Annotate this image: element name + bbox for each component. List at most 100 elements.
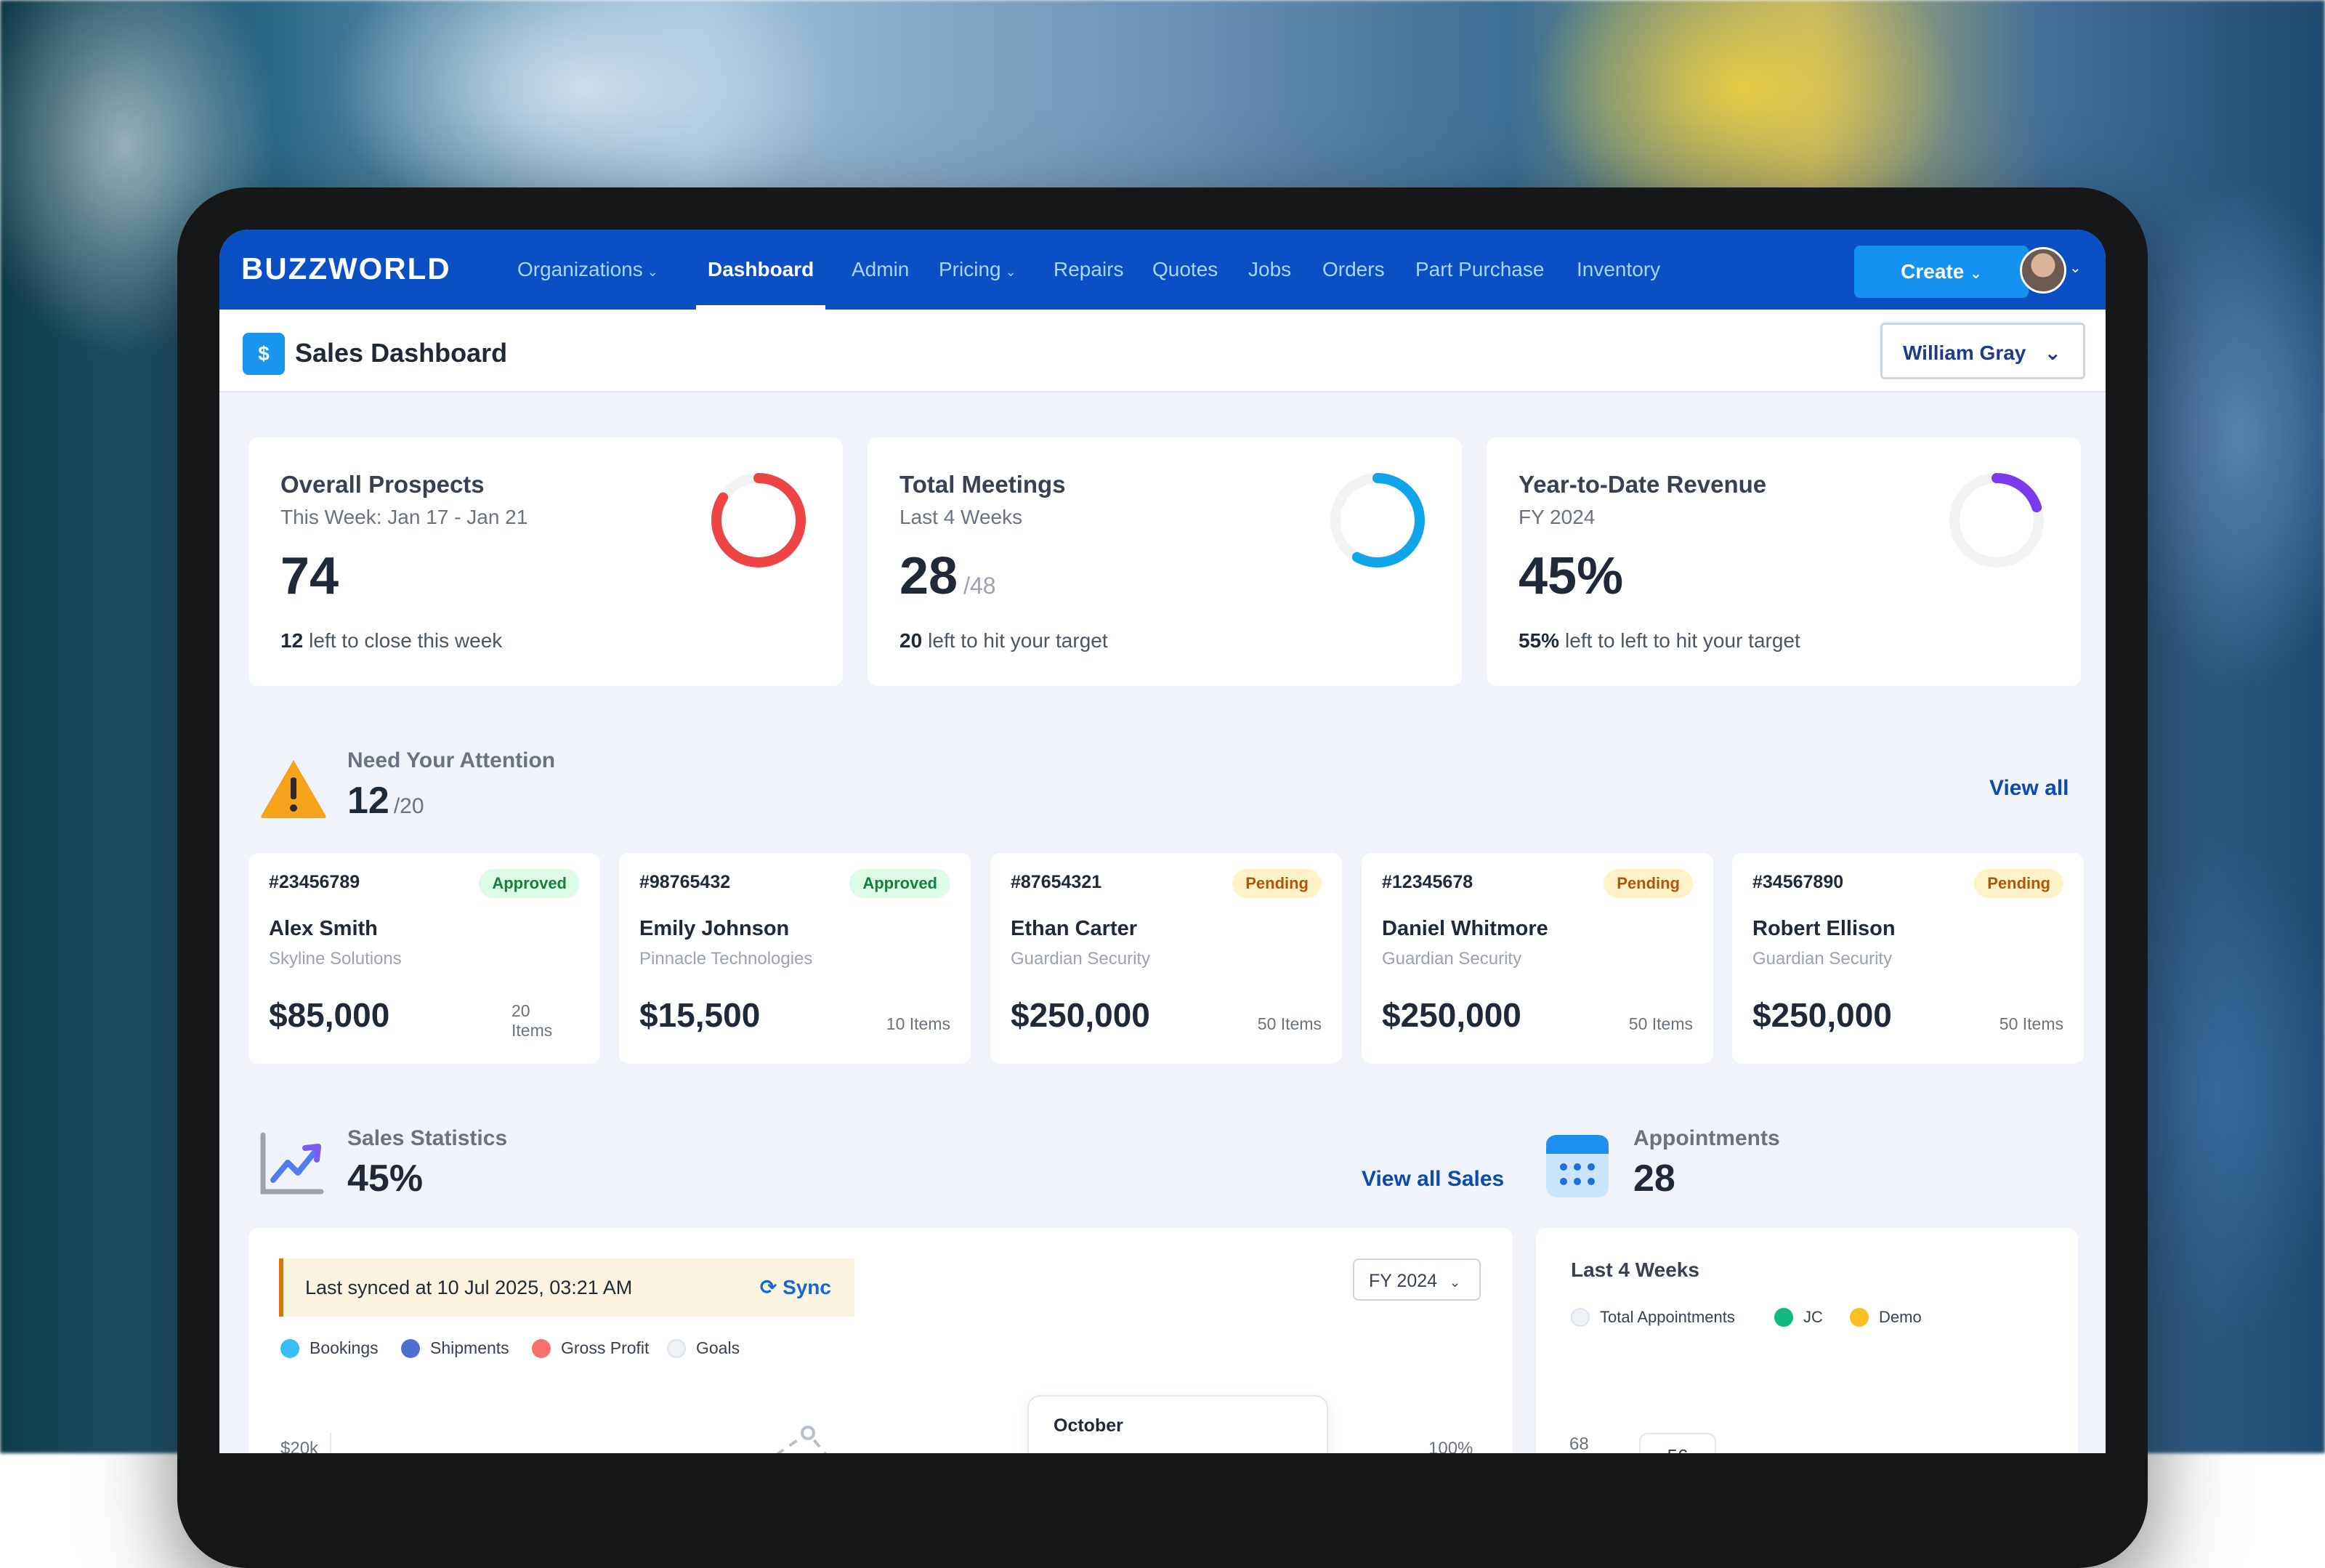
order-id: #98765432	[639, 872, 731, 892]
legend-dot	[280, 1338, 299, 1358]
kpi-title: Year-to-Date Revenue	[1519, 471, 1767, 498]
nav-dashboard[interactable]: Dashboard	[696, 230, 826, 310]
sales-label: Sales Statistics	[347, 1126, 508, 1150]
view-all-sales-link[interactable]: View all Sales	[1362, 1167, 1505, 1191]
view-all-link[interactable]: View all	[1989, 776, 2069, 800]
legend-item[interactable]: Goals	[667, 1338, 740, 1358]
order-amount: $15,500	[639, 996, 761, 1034]
legend-dot	[401, 1338, 420, 1358]
kpi-card-revenue: Year-to-Date Revenue FY 2024 45% 55% left…	[1487, 437, 2081, 686]
nav-repairs[interactable]: Repairs	[1054, 258, 1124, 280]
order-card[interactable]: #23456789 Approved Alex Smith Skyline Solut…	[248, 853, 600, 1064]
kpi-note: 55% left to left to hit your target	[1519, 629, 1800, 652]
legend-dot	[1774, 1308, 1793, 1327]
order-card[interactable]: #98765432 Approved Emily Johnson Pinnacle T…	[619, 853, 971, 1064]
status-badge: Pending	[1232, 869, 1322, 898]
customer-name: Robert Ellison	[1752, 917, 1896, 940]
order-amount: $250,000	[1382, 996, 1521, 1034]
y-axis-line	[330, 1433, 331, 1453]
bar-value-label: 56	[1639, 1433, 1716, 1453]
item-count: 10 Items	[886, 1014, 950, 1033]
last-synced-text: Last synced at 10 Jul 2025, 03:21 AM	[305, 1277, 633, 1298]
kpi-note: 20 left to hit your target	[899, 629, 1108, 652]
page-title: Sales Dashboard	[295, 338, 508, 368]
nav-quotes[interactable]: Quotes	[1152, 258, 1218, 280]
chart-tooltip: October	[1027, 1395, 1328, 1453]
kpi-card-prospects: Overall Prospects This Week: Jan 17 - Ja…	[248, 437, 843, 686]
kpi-subtitle: Last 4 Weeks	[899, 506, 1023, 528]
avatar[interactable]	[2020, 247, 2066, 294]
trend-chart-icon	[260, 1132, 324, 1195]
brand-logo[interactable]: BUZZWORLD	[241, 251, 451, 286]
fiscal-year-select[interactable]: FY 2024 ⌄	[1353, 1258, 1481, 1301]
order-amount: $250,000	[1752, 996, 1892, 1034]
chevron-down-icon: ⌄	[1970, 266, 1982, 282]
status-badge: Approved	[849, 869, 950, 898]
customer-name: Ethan Carter	[1011, 917, 1138, 940]
company-name: Guardian Security	[1011, 949, 1151, 969]
kpi-note: 12 left to close this week	[280, 629, 503, 652]
top-navbar: BUZZWORLD Organizations ⌄ Dashboard Admin…	[219, 230, 2106, 310]
appointments-card: Last 4 Weeks Total Appointments JC Demo …	[1536, 1228, 2078, 1453]
legend-item[interactable]: Gross Profit	[532, 1338, 649, 1358]
appointments-label: Appointments	[1633, 1126, 1780, 1150]
progress-ring	[1949, 473, 2044, 567]
company-name: Guardian Security	[1382, 949, 1522, 969]
user-select[interactable]: William Gray ⌄	[1880, 323, 2085, 379]
nav-admin[interactable]: Admin	[852, 258, 910, 280]
chevron-down-icon: ⌄	[1449, 1275, 1461, 1290]
order-id: #34567890	[1752, 872, 1844, 892]
order-id: #12345678	[1382, 872, 1473, 892]
kpi-subtitle: This Week: Jan 17 - Jan 21	[280, 506, 528, 528]
nav-organizations[interactable]: Organizations ⌄	[517, 258, 658, 280]
item-count: 50 Items	[1999, 1014, 2063, 1033]
app-screen: BUZZWORLD Organizations ⌄ Dashboard Admin…	[219, 230, 2106, 1453]
kpi-value: 74	[280, 547, 339, 605]
legend-item[interactable]: Total Appointments	[1571, 1308, 1735, 1327]
kpi-value: 28/48	[899, 547, 996, 605]
sales-chart-card: Last synced at 10 Jul 2025, 03:21 AM ⟳ S…	[248, 1228, 1513, 1453]
order-id: #87654321	[1011, 872, 1102, 892]
refresh-icon: ⟳	[759, 1276, 777, 1298]
sync-button[interactable]: ⟳ Sync	[759, 1276, 831, 1298]
page-header: $ Sales Dashboard William Gray ⌄	[219, 310, 2106, 392]
create-button[interactable]: Create ⌄	[1854, 246, 2029, 298]
nav-part-purchase[interactable]: Part Purchase	[1415, 258, 1545, 280]
legend-dot	[1850, 1308, 1869, 1327]
customer-name: Daniel Whitmore	[1382, 917, 1548, 940]
y-axis-tick: $20k	[280, 1439, 319, 1453]
company-name: Pinnacle Technologies	[639, 949, 813, 969]
legend-dot	[667, 1338, 686, 1358]
ring-progress-arc	[1949, 473, 2044, 567]
sync-bar: Last synced at 10 Jul 2025, 03:21 AM ⟳ S…	[279, 1258, 854, 1317]
customer-name: Emily Johnson	[639, 917, 790, 940]
legend-item[interactable]: Demo	[1850, 1308, 1922, 1327]
order-card[interactable]: #12345678 Pending Daniel Whitmore Guardian …	[1362, 853, 1713, 1064]
nav-orders[interactable]: Orders	[1322, 258, 1385, 280]
nav-jobs[interactable]: Jobs	[1248, 258, 1292, 280]
legend-dot	[532, 1338, 551, 1358]
kpi-title: Total Meetings	[899, 471, 1066, 498]
order-card[interactable]: #87654321 Pending Ethan Carter Guardian Sec…	[990, 853, 1342, 1064]
kpi-card-meetings: Total Meetings Last 4 Weeks 28/48 20 left…	[868, 437, 1462, 686]
order-card[interactable]: #34567890 Pending Robert Ellison Guardian S…	[1732, 853, 2084, 1064]
chevron-down-icon[interactable]: ⌄	[2069, 260, 2082, 276]
company-name: Skyline Solutions	[269, 949, 402, 969]
progress-ring	[1330, 473, 1425, 567]
order-amount: $85,000	[269, 996, 390, 1034]
chevron-down-icon: ⌄	[2044, 342, 2061, 364]
kpi-target: /48	[963, 573, 996, 599]
legend-item[interactable]: Shipments	[401, 1338, 509, 1358]
kpi-subtitle: FY 2024	[1519, 506, 1596, 528]
attention-label: Need Your Attention	[347, 748, 556, 772]
nav-inventory[interactable]: Inventory	[1577, 258, 1661, 280]
order-amount: $250,000	[1011, 996, 1150, 1034]
legend-item[interactable]: JC	[1774, 1308, 1823, 1327]
company-name: Guardian Security	[1752, 949, 1893, 969]
legend-item[interactable]: Bookings	[280, 1338, 379, 1358]
nav-pricing[interactable]: Pricing ⌄	[939, 258, 1016, 280]
attention-count: 12/20	[347, 780, 424, 822]
calendar-icon	[1546, 1135, 1609, 1197]
status-badge: Pending	[1604, 869, 1693, 898]
dollar-document-icon: $	[243, 333, 285, 375]
